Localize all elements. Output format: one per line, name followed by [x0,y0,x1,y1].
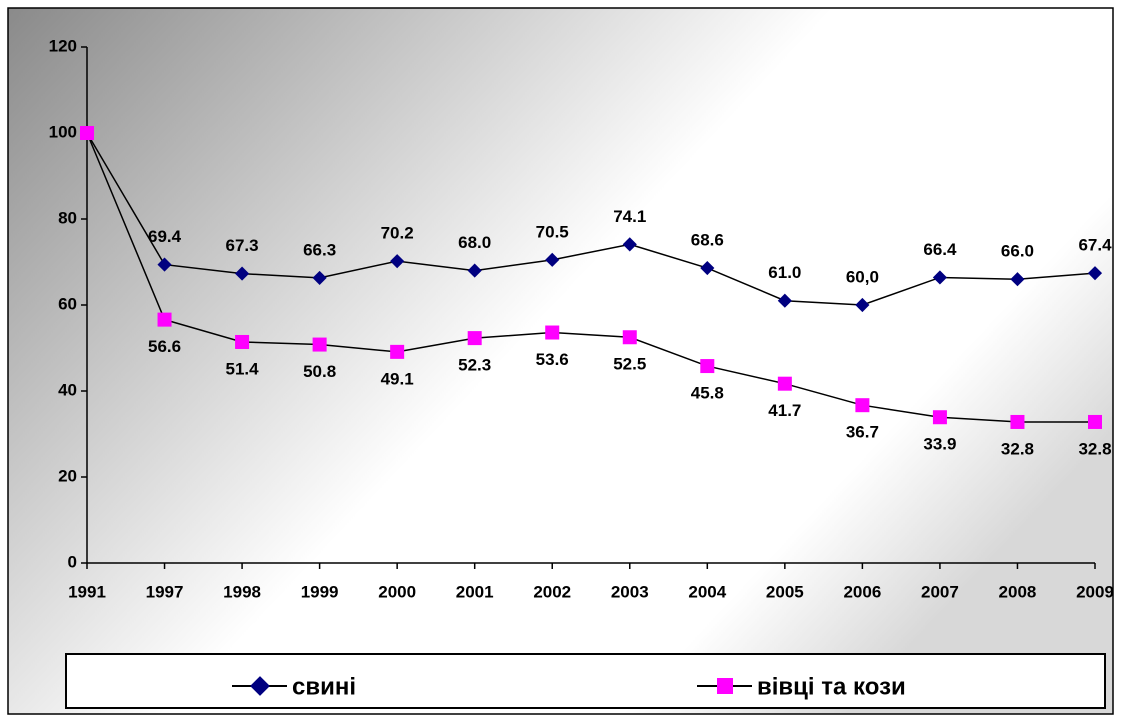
data-label: 66.0 [1001,242,1034,261]
marker [622,330,637,345]
data-label: 56.6 [148,337,181,356]
data-label: 32.8 [1001,439,1034,458]
legend-marker [717,678,733,694]
x-tick-label: 1999 [301,582,339,601]
data-label: 66.4 [923,240,957,259]
x-tick-label: 2008 [999,582,1037,601]
marker [777,376,792,391]
series-line [86,132,1095,423]
legend-box [65,653,1106,709]
data-label: 51.4 [226,359,260,378]
marker [545,325,560,340]
data-label: 53.6 [536,350,569,369]
data-label: 49.1 [381,369,414,388]
data-label: 68.6 [691,231,724,250]
x-tick-label: 2001 [456,582,494,601]
marker [932,410,947,425]
marker [467,263,482,278]
marker [1087,266,1103,281]
data-label: 69.4 [148,227,182,246]
x-tick-label: 1998 [223,582,261,601]
data-label: 36.7 [846,423,879,442]
marker [855,297,870,313]
series-line [86,132,1096,306]
y-tick-label: 60 [58,294,77,313]
legend-label: вівці та кози [757,673,906,700]
data-label: 70.5 [536,222,569,241]
x-tick-label: 1991 [68,582,106,601]
marker [1010,414,1025,429]
data-label: 32.8 [1078,439,1111,458]
data-label: 45.8 [691,384,724,403]
data-label: 74.1 [613,207,646,226]
chart-frame [7,7,1114,715]
marker [1010,272,1025,287]
data-label: 68.0 [458,233,491,252]
data-label: 66.3 [303,240,336,259]
marker [855,398,870,413]
marker [390,254,405,269]
data-label: 61.0 [768,263,801,282]
marker [157,257,172,272]
marker [80,126,94,140]
x-tick-label: 2000 [378,582,416,601]
x-tick-label: 2003 [611,582,649,601]
marker [235,266,250,281]
marker [1088,414,1102,429]
marker [312,270,327,285]
legend-label: свині [292,673,356,700]
data-label: 52.5 [613,355,646,374]
y-tick-label: 120 [49,36,77,55]
data-label: 70.2 [381,224,414,243]
x-tick-label: 2002 [533,582,571,601]
data-label: 60,0 [846,267,879,286]
data-label: 52.3 [458,356,491,375]
x-tick-label: 2005 [766,582,804,601]
marker [157,312,172,327]
marker [700,260,715,276]
marker [312,337,327,352]
marker [622,237,637,252]
x-tick-label: 2004 [688,582,726,601]
marker [467,331,482,346]
y-tick-label: 100 [49,122,77,141]
x-tick-label: 1997 [146,582,184,601]
marker [390,344,405,359]
y-tick-label: 20 [58,466,77,485]
marker [545,252,560,267]
y-tick-label: 0 [68,552,77,571]
x-tick-label: 2006 [843,582,881,601]
data-label: 67.4 [1078,236,1112,255]
data-label: 33.9 [923,435,956,454]
marker [932,270,947,285]
marker [235,334,250,349]
y-tick-label: 40 [58,380,77,399]
data-label: 41.7 [768,401,801,420]
marker [777,293,792,308]
data-label: 50.8 [303,362,336,381]
y-tick-label: 80 [58,208,77,227]
x-tick-label: 2009 [1076,582,1114,601]
x-tick-label: 2007 [921,582,959,601]
marker [700,359,715,374]
data-label: 67.3 [226,236,259,255]
